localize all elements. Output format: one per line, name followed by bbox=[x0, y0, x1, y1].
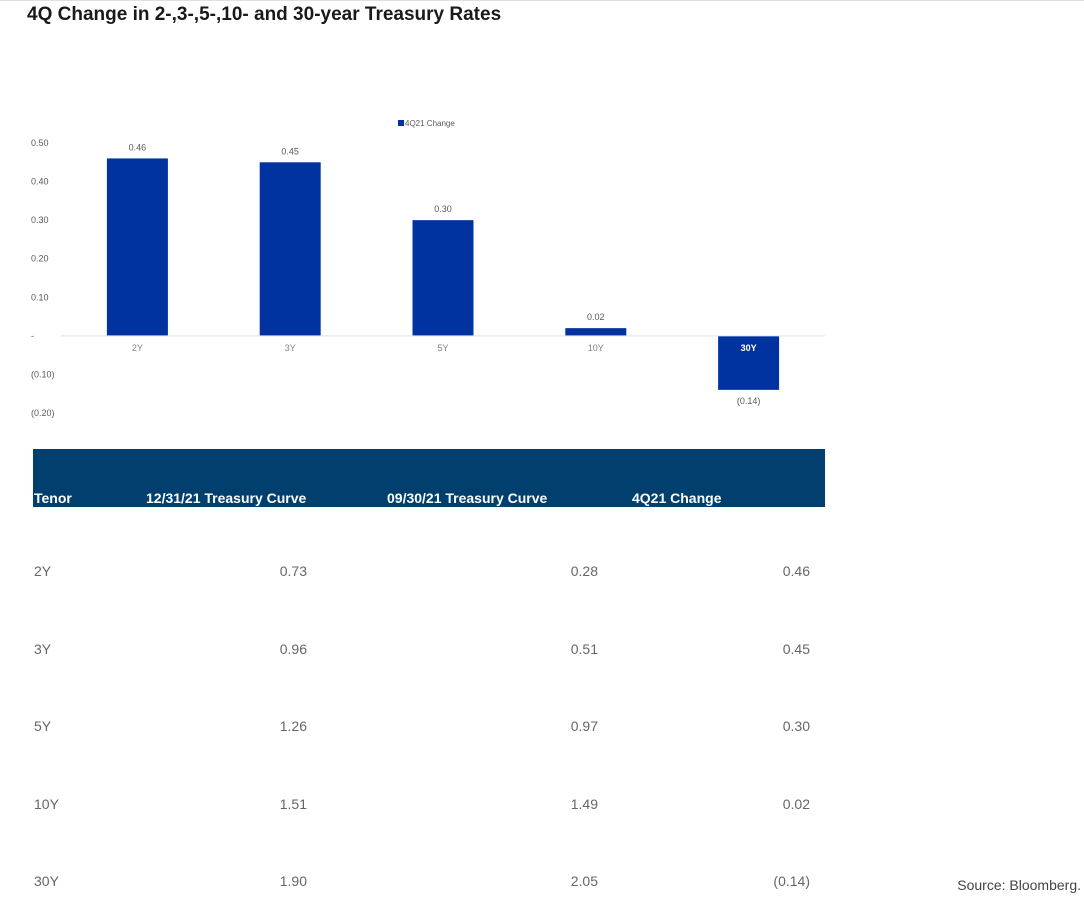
y-tick-label: 0.10 bbox=[31, 292, 49, 302]
header-curve-1231: 12/31/21 Treasury Curve bbox=[146, 449, 386, 507]
header-tenor: Tenor bbox=[33, 449, 146, 507]
bar-3y bbox=[259, 162, 321, 336]
header-curve-0930: 09/30/21 Treasury Curve bbox=[386, 449, 630, 507]
cell-curve-1231: 1.90 bbox=[279, 873, 307, 889]
cell-change: (0.14) bbox=[773, 873, 810, 889]
page-title: 4Q Change in 2-,3-,5-,10- and 30-year Tr… bbox=[27, 4, 502, 25]
bar-series bbox=[106, 158, 780, 390]
data-label: 0.46 bbox=[129, 142, 147, 152]
data-label: (0.14) bbox=[737, 396, 761, 406]
cell-curve-1231: 0.96 bbox=[279, 640, 307, 657]
x-tick-label: 5Y bbox=[437, 343, 448, 353]
cell-change: 0.30 bbox=[782, 718, 810, 734]
cell-change: 0.45 bbox=[782, 640, 810, 657]
table-row: 2Y 0.73 0.28 0.46 bbox=[33, 507, 825, 583]
x-tick-label: 3Y bbox=[285, 343, 296, 353]
data-label: 0.30 bbox=[434, 204, 452, 214]
x-tick-label: 10Y bbox=[588, 343, 604, 353]
x-tick-label: 2Y bbox=[132, 343, 143, 353]
table-row: 30Y 1.90 2.05 (0.14) bbox=[33, 816, 825, 894]
cell-change: 0.46 bbox=[782, 563, 810, 579]
bar-2y bbox=[106, 158, 168, 336]
y-tick-label: (0.10) bbox=[31, 369, 55, 379]
data-label: 0.45 bbox=[281, 146, 299, 156]
header-change: 4Q21 Change bbox=[630, 449, 825, 507]
y-tick-label: - bbox=[31, 331, 34, 341]
legend-swatch bbox=[398, 120, 404, 126]
cell-tenor: 2Y bbox=[34, 563, 52, 579]
source-note: Source: Bloomberg. bbox=[957, 877, 1081, 893]
data-label: 0.02 bbox=[587, 312, 605, 322]
y-tick-label: 0.40 bbox=[31, 177, 49, 187]
bar-30y bbox=[718, 335, 780, 390]
legend-label: 4Q21 Change bbox=[405, 119, 455, 128]
bar-chart: 0.50 0.40 0.30 0.20 0.10 - (0.10) (0.20) 2Y 3Y 5Y… bbox=[31, 119, 825, 418]
cell-change: 0.02 bbox=[782, 795, 810, 812]
cell-curve-1231: 1.26 bbox=[279, 718, 307, 734]
cell-curve-0930: 0.28 bbox=[570, 563, 598, 579]
cell-curve-0930: 2.05 bbox=[570, 873, 598, 889]
top-divider bbox=[0, 0, 1084, 1]
cell-tenor: 5Y bbox=[34, 718, 52, 734]
y-axis: 0.50 0.40 0.30 0.20 0.10 - (0.10) (0.20) bbox=[31, 138, 55, 418]
cell-curve-1231: 1.51 bbox=[279, 795, 307, 812]
cell-tenor: 3Y bbox=[34, 640, 52, 657]
cell-curve-0930: 1.49 bbox=[570, 795, 598, 812]
bar-5y bbox=[412, 220, 474, 336]
chart-legend: 4Q21 Change bbox=[398, 119, 455, 128]
table-row: 5Y 1.26 0.97 0.30 bbox=[33, 661, 825, 739]
treasury-rates-table: Tenor 12/31/21 Treasury Curve 09/30/21 T… bbox=[33, 449, 825, 893]
y-tick-label: 0.30 bbox=[31, 215, 49, 225]
y-tick-label: 0.50 bbox=[31, 138, 49, 148]
cell-curve-0930: 0.97 bbox=[570, 718, 598, 734]
table-header-row: Tenor 12/31/21 Treasury Curve 09/30/21 T… bbox=[33, 449, 825, 507]
x-tick-label: 30Y bbox=[741, 343, 757, 353]
y-tick-label: 0.20 bbox=[31, 254, 49, 264]
cell-tenor: 10Y bbox=[34, 795, 59, 812]
x-axis: 2Y 3Y 5Y 10Y 30Y bbox=[132, 343, 757, 353]
data-labels: 0.46 0.45 0.30 0.02 (0.14) bbox=[129, 142, 761, 405]
table-row: 3Y 0.96 0.51 0.45 bbox=[33, 583, 825, 661]
cell-tenor: 30Y bbox=[34, 873, 59, 889]
table-row: 10Y 1.51 1.49 0.02 bbox=[33, 738, 825, 816]
y-tick-label: (0.20) bbox=[31, 408, 55, 418]
cell-curve-0930: 0.51 bbox=[570, 640, 598, 657]
cell-curve-1231: 0.73 bbox=[279, 563, 307, 579]
bar-10y bbox=[565, 328, 627, 336]
